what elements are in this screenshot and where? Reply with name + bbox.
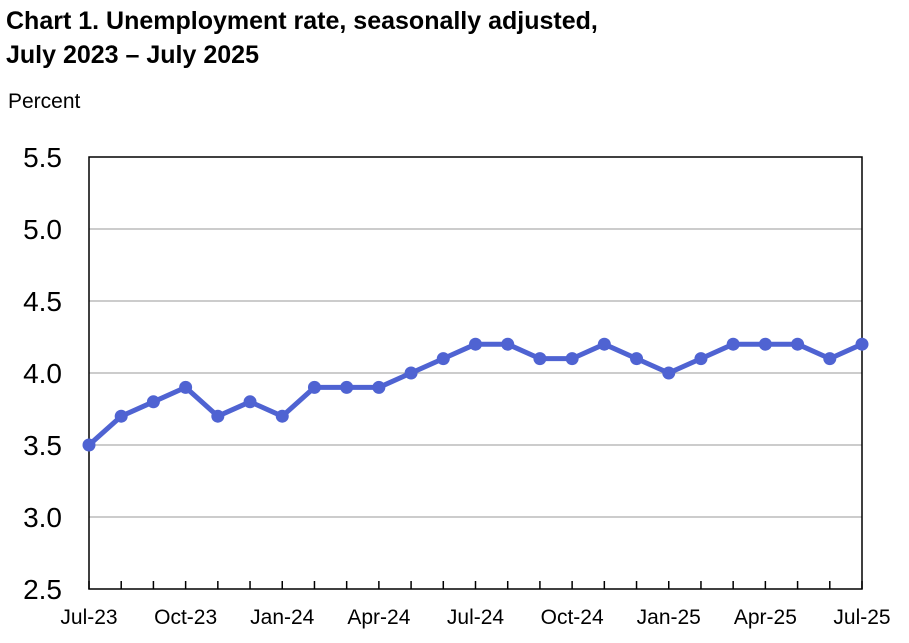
x-tick-label: Jan-24 (250, 606, 315, 629)
data-point-feb-25 (694, 352, 708, 366)
y-tick-label: 4.5 (23, 286, 62, 317)
y-axis-label: Percent (8, 90, 81, 113)
data-point-apr-25 (758, 337, 772, 351)
x-axis-ticks: Jul-23 Oct-23 Jan-24 Apr-24 Jul-24 Oct-24 Jan-… (60, 581, 891, 629)
x-tick-label: Apr-24 (347, 606, 410, 629)
x-tick-label: Apr-25 (734, 606, 797, 629)
x-tick-label: Jul-25 (833, 606, 890, 629)
y-axis-ticks: 5.5 5.0 4.5 4.0 3.5 3.0 2.5 (23, 142, 62, 605)
y-tick-label: 5.5 (23, 142, 62, 173)
gridlines (89, 228, 862, 518)
data-point-jul-25 (855, 337, 869, 351)
x-tick-label: Oct-23 (154, 606, 217, 629)
series-layer (82, 337, 869, 452)
data-point-sep-23 (146, 395, 160, 409)
data-point-sep-24 (533, 352, 547, 366)
x-tick-label: Oct-24 (541, 606, 604, 629)
data-point-jun-24 (436, 352, 450, 366)
data-point-jan-24 (275, 409, 289, 423)
data-point-mar-25 (726, 337, 740, 351)
data-point-dec-23 (243, 395, 257, 409)
y-tick-label: 4.0 (23, 358, 62, 389)
data-point-dec-24 (630, 352, 644, 366)
data-point-feb-24 (307, 380, 321, 394)
data-point-aug-23 (114, 409, 128, 423)
data-point-jul-23 (82, 438, 96, 452)
y-tick-label: 2.5 (23, 574, 62, 605)
y-tick-label: 3.0 (23, 502, 62, 533)
data-point-may-24 (404, 366, 418, 380)
x-tick-label: Jul-24 (447, 606, 505, 629)
data-point-jan-25 (662, 366, 676, 380)
data-point-oct-24 (565, 352, 579, 366)
data-point-jun-25 (823, 352, 837, 366)
y-tick-label: 3.5 (23, 430, 62, 461)
chart-title-line-1: Chart 1. Unemployment rate, seasonally a… (6, 7, 598, 35)
data-point-apr-24 (372, 380, 386, 394)
data-point-may-25 (791, 337, 805, 351)
x-tick-label: Jan-25 (637, 606, 701, 629)
data-point-nov-23 (211, 409, 225, 423)
y-tick-label: 5.0 (23, 214, 62, 245)
x-tick-label: Jul-23 (60, 606, 117, 629)
plot-frame (88, 156, 863, 590)
chart-title: Chart 1. Unemployment rate, seasonally a… (6, 4, 598, 72)
chart-title-line-2: July 2023 – July 2025 (6, 41, 259, 69)
data-point-aug-24 (501, 337, 515, 351)
data-point-mar-24 (340, 380, 354, 394)
data-point-oct-23 (179, 380, 193, 394)
data-point-nov-24 (597, 337, 611, 351)
series-line (87, 341, 864, 447)
data-point-jul-24 (469, 337, 482, 351)
